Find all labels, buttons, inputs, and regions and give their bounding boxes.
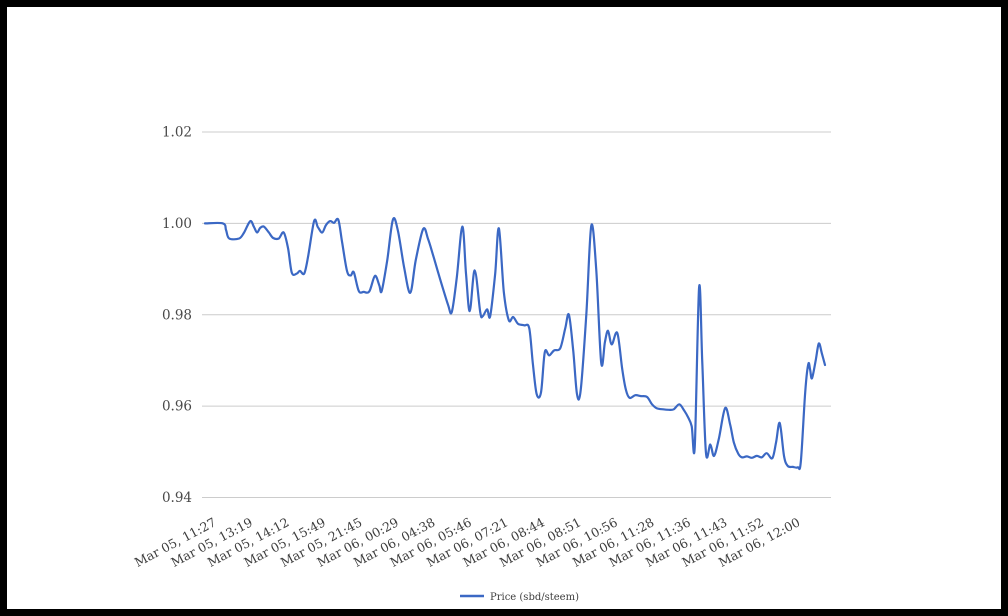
legend: Price (sbd/steem) (460, 592, 579, 603)
y-axis-tick-label: 1.02 (162, 125, 192, 141)
legend-label: Price (sbd/steem) (490, 592, 579, 603)
price-chart: 1.02 1.00 0.98 0.96 0.94 Mar 05, 11:27 Mar 05… (7, 7, 1001, 609)
y-axis-tick-label: 1.00 (162, 216, 192, 232)
gridlines (202, 131, 831, 498)
y-axis-labels: 1.02 1.00 0.98 0.96 0.94 (162, 125, 192, 507)
price-line-series (203, 217, 827, 471)
y-axis-tick-label: 0.96 (162, 399, 192, 415)
y-axis-tick-label: 0.98 (162, 307, 192, 323)
y-axis-tick-label: 0.94 (162, 490, 192, 506)
